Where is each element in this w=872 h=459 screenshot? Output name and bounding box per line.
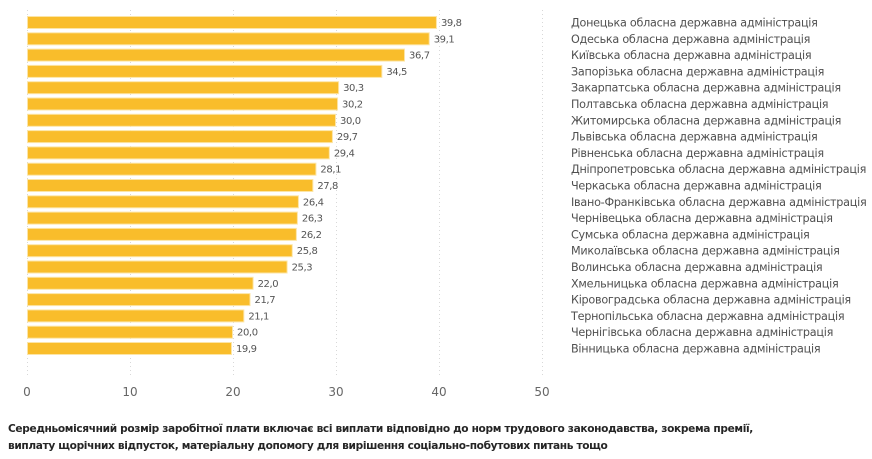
category-label: Одеська обласна державна адміністрація — [571, 33, 810, 46]
bar[interactable] — [27, 48, 406, 62]
data-label: 34,5 — [386, 67, 407, 78]
category-label: Чернівецька обласна державна адміністрац… — [571, 212, 833, 225]
category-label: Рівненська обласна державна адміністраці… — [571, 147, 824, 160]
gridlines — [27, 10, 543, 378]
data-label: 28,1 — [320, 165, 341, 176]
data-label: 39,8 — [441, 18, 462, 29]
data-label: 29,7 — [337, 132, 358, 143]
category-label: Вінницька обласна державна адміністрація — [571, 343, 820, 356]
bar[interactable] — [27, 130, 333, 144]
x-axis-ticks: 0 10 20 30 40 50 — [23, 385, 549, 399]
value-labels: 39,8 39,1 36,734,5 30,3 30,2 30,0 29,7 29,4 28,1… — [236, 18, 462, 355]
bars — [27, 16, 437, 355]
bar[interactable] — [27, 97, 339, 111]
data-label: 19,9 — [236, 344, 257, 355]
data-label: 27,8 — [317, 181, 338, 192]
bar[interactable] — [27, 342, 232, 355]
category-label: Житомирська обласна державна адміністрац… — [571, 114, 841, 127]
bar[interactable] — [27, 64, 383, 78]
data-label: 30,2 — [342, 100, 363, 111]
category-label: Донецька обласна державна адміністрація — [571, 17, 818, 30]
category-label: Сумська обласна державна адміністрація — [571, 228, 810, 241]
category-label: Кіровоградська обласна державна адмініст… — [571, 294, 851, 307]
bar[interactable] — [27, 293, 251, 307]
x-tick-label: 0 — [23, 385, 31, 399]
category-label: Івано-Франківська обласна державна адмін… — [571, 196, 866, 209]
x-axis-title: тис. грн — [276, 403, 318, 405]
category-label: Черкаська обласна державна адміністрація — [571, 180, 821, 193]
bar[interactable] — [27, 113, 336, 127]
data-label: 30,3 — [343, 83, 364, 94]
bar[interactable] — [27, 146, 330, 160]
x-tick-label: 10 — [122, 385, 137, 399]
bar[interactable] — [27, 325, 233, 339]
data-label: 25,3 — [292, 263, 313, 274]
data-label: 20,0 — [237, 328, 258, 339]
x-tick-label: 20 — [225, 385, 240, 399]
bar[interactable] — [27, 227, 297, 241]
bar[interactable] — [27, 195, 299, 209]
data-label: 21,7 — [255, 295, 276, 306]
data-label: 26,2 — [301, 230, 322, 241]
data-label: 36,7 — [409, 51, 430, 62]
bar[interactable] — [27, 260, 288, 274]
data-label: 26,3 — [302, 214, 323, 225]
footnote: Середньомісячний розмір заробітної плати… — [8, 421, 868, 455]
bar[interactable] — [27, 244, 293, 258]
data-label: 25,8 — [297, 246, 318, 257]
x-tick-label: 30 — [328, 385, 343, 399]
bar[interactable] — [27, 211, 298, 225]
category-label: Волинська обласна державна адміністрація — [571, 261, 822, 274]
category-label: Дніпропетровська обласна державна адміні… — [571, 163, 866, 176]
category-label: Миколаївська обласна державна адміністра… — [571, 245, 840, 258]
data-label: 29,4 — [334, 148, 355, 159]
bar-chart: 39,8 39,1 36,734,5 30,3 30,2 30,0 29,7 29,4 28,1… — [23, 10, 867, 405]
category-label: Закарпатська обласна державна адміністра… — [571, 82, 841, 95]
category-label: Запорізька обласна державна адміністраці… — [571, 65, 824, 78]
footnote-line-1: Середньомісячний розмір заробітної плати… — [8, 423, 753, 435]
bar[interactable] — [27, 162, 317, 176]
category-labels: Донецька обласна державна адміністрація О… — [570, 17, 867, 356]
bar[interactable] — [27, 81, 340, 95]
data-label: 30,0 — [340, 116, 361, 127]
category-label: Чернігівська обласна державна адміністра… — [571, 326, 833, 339]
bar[interactable] — [27, 16, 437, 29]
category-label: Полтавська обласна державна адміністраці… — [571, 98, 828, 111]
data-label: 39,1 — [434, 34, 455, 45]
category-label: Хмельницька обласна державна адміністрац… — [571, 277, 838, 290]
bar[interactable] — [27, 276, 254, 290]
category-label: Київська обласна державна адміністрація — [571, 49, 811, 62]
category-label: Тернопільська обласна державна адміністр… — [570, 310, 844, 323]
data-label: 26,4 — [303, 197, 324, 208]
category-label: Львівська обласна державна адміністрація — [571, 131, 817, 144]
bar[interactable] — [27, 179, 314, 192]
data-label: 22,0 — [258, 279, 279, 290]
bar[interactable] — [27, 32, 430, 46]
data-label: 21,1 — [248, 311, 269, 322]
x-tick-label: 40 — [431, 385, 446, 399]
footnote-line-2: виплату щорічних відпусток, матеріальну … — [8, 440, 608, 452]
bar[interactable] — [27, 309, 245, 323]
x-tick-label: 50 — [534, 385, 549, 399]
